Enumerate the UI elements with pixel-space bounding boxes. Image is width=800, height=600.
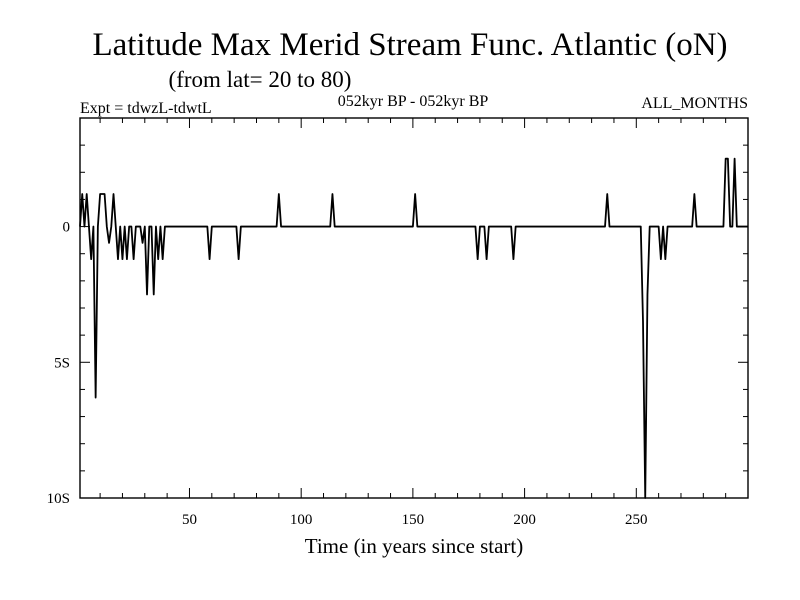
y-axis-tick-labels: 0 5S 10S — [47, 220, 70, 507]
x-axis-tick-labels: 50 100 150 200 250 — [182, 512, 648, 528]
x-axis-ticks — [99, 118, 727, 498]
experiment-label: Expt = tdwzL-tdwtL — [80, 100, 212, 117]
chart-subtitle: (from lat= 20 to 80) — [169, 67, 352, 92]
y-tick-label: 0 — [63, 220, 71, 236]
x-tick-label: 150 — [402, 512, 425, 528]
y-tick-label: 10S — [47, 491, 70, 507]
x-tick-label: 100 — [290, 512, 313, 528]
period-label: 052kyr BP - 052kyr BP — [338, 93, 489, 110]
x-tick-label: 200 — [513, 512, 536, 528]
x-tick-label: 50 — [182, 512, 197, 528]
x-axis-label: Time (in years since start) — [305, 534, 524, 558]
series-line — [79, 157, 748, 499]
x-tick-label: 250 — [625, 512, 648, 528]
y-tick-label: 5S — [54, 355, 70, 371]
chart-title: Latitude Max Merid Stream Func. Atlantic… — [92, 27, 727, 63]
season-label: ALL_MONTHS — [641, 95, 748, 112]
